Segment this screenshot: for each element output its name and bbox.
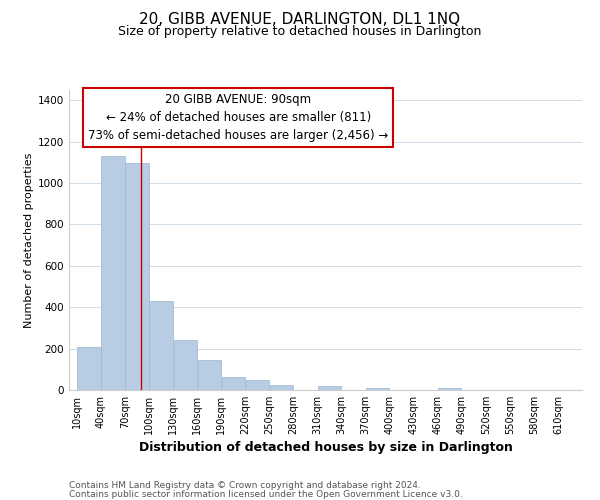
Bar [173, 340, 197, 390]
Bar [438, 388, 461, 390]
Bar [318, 386, 341, 390]
Bar [197, 360, 221, 390]
Bar [125, 164, 149, 390]
Bar [149, 301, 173, 390]
Bar [77, 346, 101, 390]
Bar [245, 380, 269, 390]
Y-axis label: Number of detached properties: Number of detached properties [24, 152, 34, 328]
Bar [221, 377, 245, 390]
Text: 20 GIBB AVENUE: 90sqm
← 24% of detached houses are smaller (811)
73% of semi-det: 20 GIBB AVENUE: 90sqm ← 24% of detached … [88, 93, 388, 142]
Text: Contains public sector information licensed under the Open Government Licence v3: Contains public sector information licen… [69, 490, 463, 499]
Text: Contains HM Land Registry data © Crown copyright and database right 2024.: Contains HM Land Registry data © Crown c… [69, 481, 421, 490]
Bar [101, 156, 125, 390]
X-axis label: Distribution of detached houses by size in Darlington: Distribution of detached houses by size … [139, 441, 512, 454]
Text: 20, GIBB AVENUE, DARLINGTON, DL1 1NQ: 20, GIBB AVENUE, DARLINGTON, DL1 1NQ [139, 12, 461, 28]
Text: Size of property relative to detached houses in Darlington: Size of property relative to detached ho… [118, 24, 482, 38]
Bar [366, 388, 389, 390]
Bar [270, 385, 293, 390]
